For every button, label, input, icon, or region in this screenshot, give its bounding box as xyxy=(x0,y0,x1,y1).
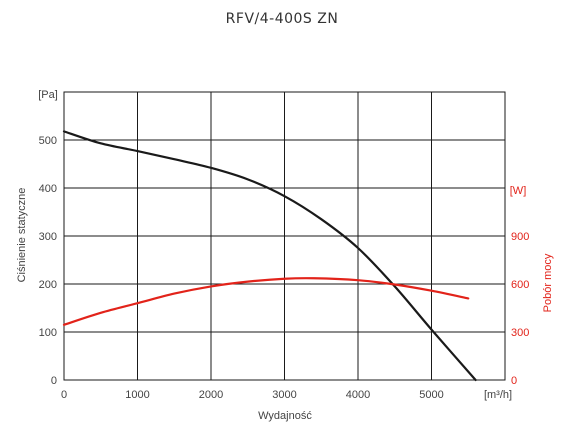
power-consumption-curve xyxy=(62,277,470,326)
y-axis-label: Ciśnienie statyczne xyxy=(16,188,28,283)
y2-tick-labels: 0 300 600 900 xyxy=(511,231,529,387)
y-tick-label: 500 xyxy=(39,135,57,147)
x-unit: [m³/h] xyxy=(484,389,512,401)
series-layer xyxy=(62,130,477,382)
y2-tick-label: 0 xyxy=(511,375,517,387)
y-tick-label: 400 xyxy=(39,183,57,195)
y2-axis-label: Pobór mocy xyxy=(542,253,554,312)
x-tick-labels: 0 1000 2000 3000 4000 5000 xyxy=(61,389,444,401)
y2-unit: [W] xyxy=(510,185,527,197)
y2-tick-label: 300 xyxy=(511,327,529,339)
y-tick-label: 300 xyxy=(39,231,57,243)
static-pressure-curve xyxy=(62,130,477,382)
x-tick-label: 0 xyxy=(61,389,67,401)
chart-title: RFV/4-400S ZN xyxy=(226,11,339,27)
y-tick-labels: 0 100 200 300 400 500 xyxy=(39,135,57,387)
y-unit: [Pa] xyxy=(38,89,58,101)
x-tick-label: 1000 xyxy=(125,389,149,401)
y2-tick-label: 600 xyxy=(511,279,529,291)
grid xyxy=(63,91,506,381)
y-tick-label: 100 xyxy=(39,327,57,339)
y-tick-label: 0 xyxy=(51,375,57,387)
x-tick-label: 3000 xyxy=(272,389,296,401)
y-tick-label: 200 xyxy=(39,279,57,291)
x-tick-label: 4000 xyxy=(346,389,370,401)
x-axis-label: Wydajność xyxy=(258,410,312,422)
y2-tick-label: 900 xyxy=(511,231,529,243)
x-tick-label: 2000 xyxy=(199,389,223,401)
x-tick-label: 5000 xyxy=(419,389,443,401)
